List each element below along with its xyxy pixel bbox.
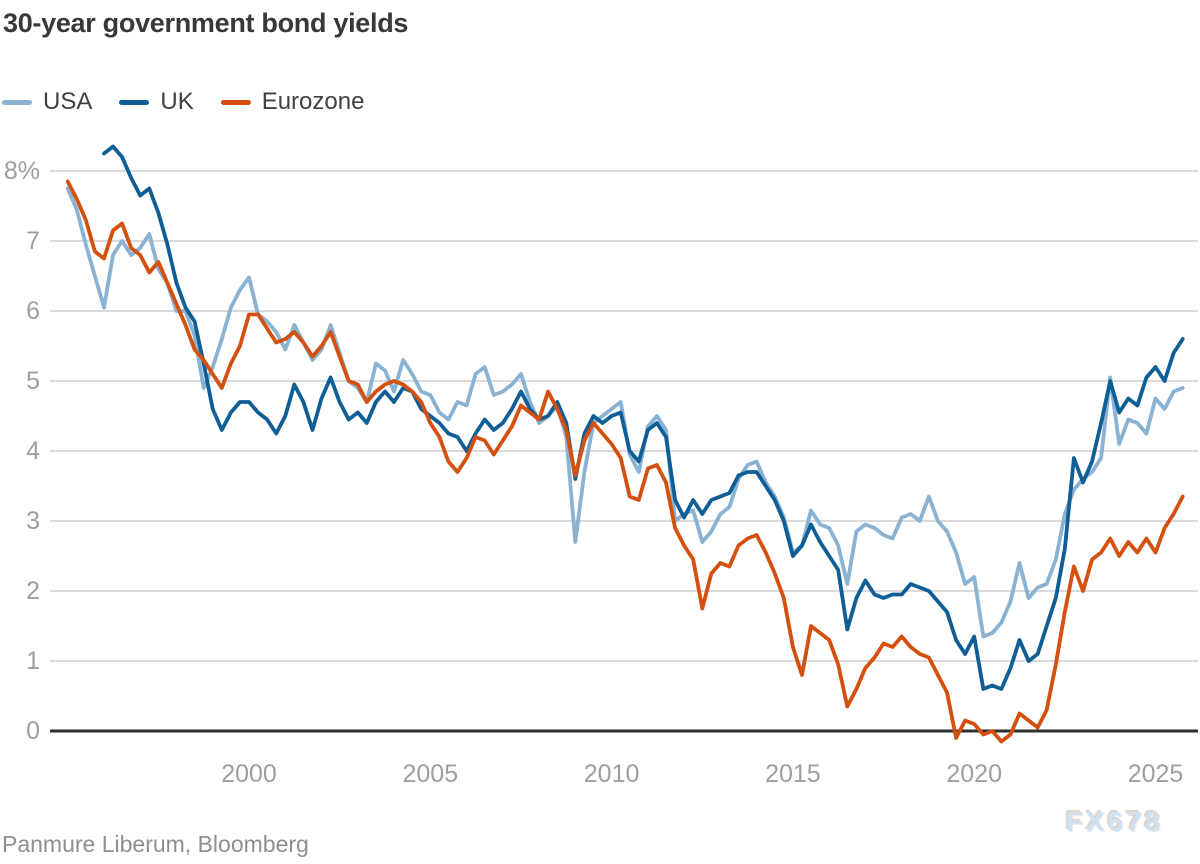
x-tick-label: 2005 [402,760,458,788]
y-tick-label: 8% [4,157,40,185]
y-tick-label: 3 [26,507,40,535]
series-line-usa [65,186,1185,639]
legend-item-usa: USA [2,88,92,116]
legend-label-usa: USA [43,88,93,115]
eurozone-line-swatch [220,99,251,105]
y-tick-label: 5 [26,367,40,395]
y-tick-label: 4 [26,437,40,465]
legend-label-uk: UK [160,88,194,115]
x-tick-label: 2015 [765,760,821,788]
chart-legend: USA UK Eurozone [2,88,364,116]
uk-line-swatch [119,99,150,105]
legend-label-eurozone: Eurozone [261,88,365,115]
x-tick-label: 2000 [221,760,277,788]
series-line-uk [102,144,1185,691]
legend-item-uk: UK [119,88,194,116]
x-tick-label: 2010 [584,760,640,788]
usa-line-swatch [2,99,32,105]
x-tick-label: 2020 [946,760,1002,788]
y-tick-label: 6 [26,297,40,325]
chart-title: 30-year government bond yields [3,8,409,38]
y-tick-label: 2 [26,577,40,605]
fx678-watermark: FX678 [1066,806,1164,837]
legend-item-eurozone: Eurozone [220,88,365,116]
x-tick-label: 2025 [1128,760,1184,788]
series-line-eurozone [65,179,1185,744]
y-tick-label: 7 [26,227,40,255]
source-credit: Panmure Liberum, Bloomberg [2,831,309,857]
y-tick-label: 0 [26,717,40,745]
y-tick-label: 1 [26,647,40,675]
